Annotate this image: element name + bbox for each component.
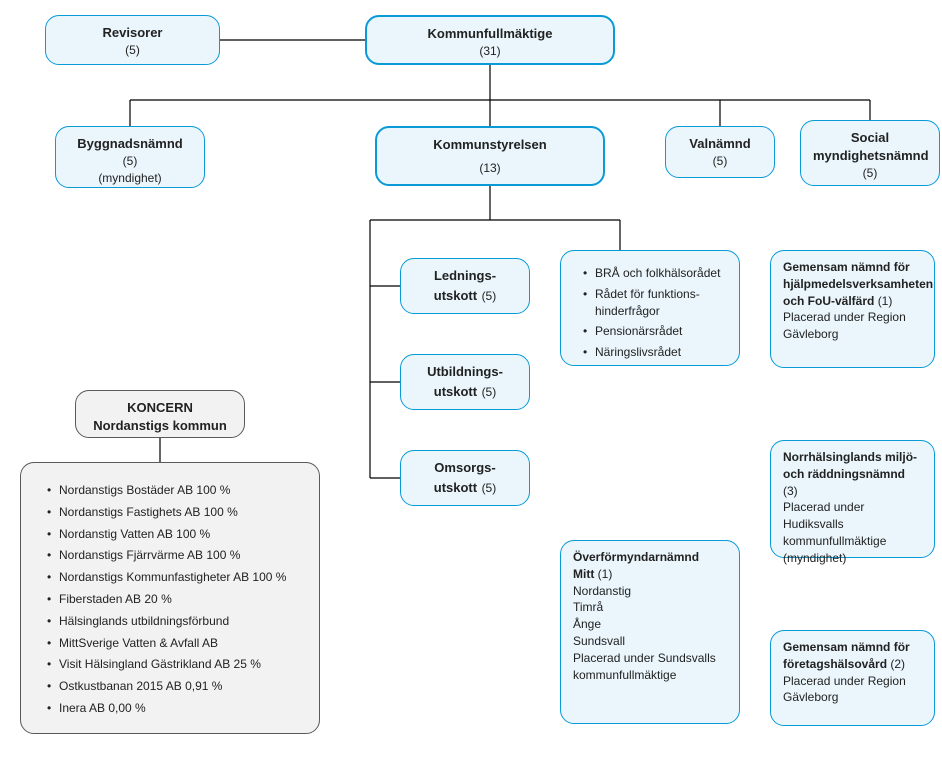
revisorer-node: Revisorer (5) (45, 15, 220, 65)
social-line1: Social (813, 129, 927, 147)
ovf-l4: Timrå (573, 600, 603, 614)
omsorgs-l1: Omsorgs- (413, 459, 517, 477)
lednings-l2: utskott (5) (413, 285, 517, 307)
ovf-l2a: Mitt (573, 567, 594, 581)
kommunfullmaktige-count: (31) (379, 43, 601, 60)
valnamnd-title: Valnämnd (678, 135, 762, 153)
company-item: Ostkustbanan 2015 AB 0,91 % (47, 678, 301, 695)
kommunstyrelsen-title: Kommunstyrelsen (389, 136, 591, 154)
company-item: MittSverige Vatten & Avfall AB (47, 635, 301, 652)
ovf-l7: Placerad under Sundsvalls (573, 651, 716, 665)
foretag-l2b: (2) (890, 657, 905, 671)
ovf-l3: Nordanstig (573, 584, 631, 598)
gemensam1-l3b: (1) (878, 294, 893, 308)
company-item: Nordanstigs Fjärrvärme AB 100 % (47, 547, 301, 564)
social-myndighetsnamnd-node: Social myndighetsnämnd (5) (800, 120, 940, 186)
company-item: Hälsinglands utbildningsförbund (47, 613, 301, 630)
company-item: Nordanstigs Kommunfastigheter AB 100 % (47, 569, 301, 586)
company-item: Nordanstigs Fastighets AB 100 % (47, 504, 301, 521)
kommunstyrelsen-node: Kommunstyrelsen (13) (375, 126, 605, 186)
norrhalsing-l1: Norrhälsinglands miljö- (783, 450, 917, 464)
omsorgs-l2t: utskott (434, 480, 477, 495)
foretag-l1: Gemensam nämnd för (783, 640, 910, 654)
byggnadsnamnd-title: Byggnadsnämnd (68, 135, 192, 153)
koncern-companies-node: Nordanstigs Bostäder AB 100 % Nordanstig… (20, 462, 320, 734)
utbildnings-l2t: utskott (434, 384, 477, 399)
ovf-l8: kommunfullmäktige (573, 668, 676, 682)
org-chart-canvas: Revisorer (5) Kommunfullmäktige (31) Byg… (0, 0, 942, 777)
utbildnings-l2: utskott (5) (413, 381, 517, 403)
social-line2: myndighetsnämnd (813, 147, 927, 165)
omsorgs-l2: utskott (5) (413, 477, 517, 499)
councils-item: Näringslivsrådet (583, 344, 723, 361)
byggnadsnamnd-note: (myndighet) (68, 170, 192, 187)
foretagshalsovard-node: Gemensam nämnd för företagshälsovård (2)… (770, 630, 935, 726)
foretag-l4: Gävleborg (783, 690, 838, 704)
foretag-l2a: företagshälsovård (783, 657, 887, 671)
foretag-l3: Placerad under Region (783, 674, 906, 688)
koncern-l2: Nordanstigs kommun (88, 417, 232, 435)
company-item: Visit Hälsingland Gästrikland AB 25 % (47, 656, 301, 673)
lednings-l1: Lednings- (413, 267, 517, 285)
councils-item: BRÅ och folkhälsorådet (583, 265, 723, 282)
omsorgs-count: (5) (482, 481, 497, 495)
councils-node: BRÅ och folkhälsorådet Rådet för funktio… (560, 250, 740, 366)
ovf-l6: Sundsvall (573, 634, 625, 648)
byggnadsnamnd-node: Byggnadsnämnd (5) (myndighet) (55, 126, 205, 188)
ovf-l5: Ånge (573, 617, 601, 631)
norrhalsing-l5: (myndighet) (783, 551, 846, 565)
byggnadsnamnd-count: (5) (68, 153, 192, 170)
overformyndarnamnd-node: Överförmyndarnämnd Mitt (1) Nordanstig T… (560, 540, 740, 724)
koncern-header-node: KONCERN Nordanstigs kommun (75, 390, 245, 438)
gemensam1-l1: Gemensam nämnd för (783, 260, 910, 274)
revisorer-count: (5) (58, 42, 207, 59)
utbildnings-count: (5) (482, 385, 497, 399)
kommunfullmaktige-node: Kommunfullmäktige (31) (365, 15, 615, 65)
councils-item: Pensionärsrådet (583, 323, 723, 340)
lednings-utskott-node: Lednings- utskott (5) (400, 258, 530, 314)
omsorgs-utskott-node: Omsorgs- utskott (5) (400, 450, 530, 506)
norrhalsing-l2a: och räddningsnämnd (783, 467, 905, 481)
norrhalsingland-node: Norrhälsinglands miljö- och räddningsnäm… (770, 440, 935, 558)
gemensam1-l3a: och FoU-välfärd (783, 294, 874, 308)
gemensam1-l4: Placerad under Region (783, 310, 906, 324)
gemensam1-text: Gemensam nämnd för hjälpmedelsverksamhet… (783, 259, 922, 343)
gemensam1-l2: hjälpmedelsverksamheten (783, 277, 933, 291)
company-item: Nordanstig Vatten AB 100 % (47, 526, 301, 543)
social-count: (5) (813, 165, 927, 182)
norrhalsing-l2b: (3) (783, 484, 798, 498)
overformyndar-text: Överförmyndarnämnd Mitt (1) Nordanstig T… (573, 549, 727, 683)
valnamnd-node: Valnämnd (5) (665, 126, 775, 178)
norrhalsing-l3: Placerad under Hudiksvalls (783, 500, 864, 531)
company-item: Nordanstigs Bostäder AB 100 % (47, 482, 301, 499)
kommunfullmaktige-title: Kommunfullmäktige (379, 25, 601, 43)
councils-item: Rådet för funktions- hinderfrågor (583, 286, 723, 320)
councils-i1a: Rådet för funktions- (595, 287, 700, 301)
utbildnings-l1: Utbildnings- (413, 363, 517, 381)
lednings-count: (5) (482, 289, 497, 303)
gemensam-hjalpmedel-node: Gemensam nämnd för hjälpmedelsverksamhet… (770, 250, 935, 368)
utbildnings-utskott-node: Utbildnings- utskott (5) (400, 354, 530, 410)
kommunstyrelsen-count: (13) (389, 160, 591, 177)
company-item: Fiberstaden AB 20 % (47, 591, 301, 608)
ovf-l1: Överförmyndarnämnd (573, 550, 699, 564)
revisorer-title: Revisorer (58, 24, 207, 42)
companies-list: Nordanstigs Bostäder AB 100 % Nordanstig… (33, 471, 307, 728)
company-item: Inera AB 0,00 % (47, 700, 301, 717)
koncern-l1: KONCERN (88, 399, 232, 417)
valnamnd-count: (5) (678, 153, 762, 170)
ovf-l2b: (1) (598, 567, 613, 581)
norrhalsing-text: Norrhälsinglands miljö- och räddningsnäm… (783, 449, 922, 567)
lednings-l2t: utskott (434, 288, 477, 303)
foretag-text: Gemensam nämnd för företagshälsovård (2)… (783, 639, 922, 706)
councils-list: BRÅ och folkhälsorådet Rådet för funktio… (573, 259, 727, 367)
gemensam1-l5: Gävleborg (783, 327, 838, 341)
norrhalsing-l4: kommunfullmäktige (783, 534, 886, 548)
councils-i1b: hinderfrågor (595, 304, 660, 318)
